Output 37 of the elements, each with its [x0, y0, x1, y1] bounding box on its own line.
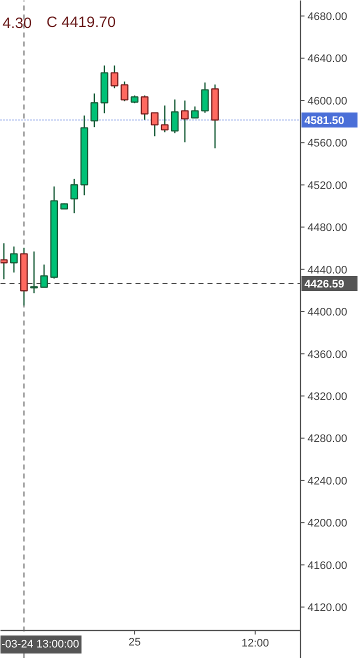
candlestick	[90, 92, 98, 128]
candlestick	[110, 64, 118, 89]
candlestick	[10, 246, 18, 274]
y-tick-label: 4680.00	[308, 11, 348, 24]
candlestick	[120, 80, 128, 102]
y-tick-label: 4600.00	[308, 95, 348, 108]
y-tick-label: 4520.00	[308, 180, 348, 192]
candlestick	[30, 250, 38, 294]
candlestick	[170, 98, 179, 134]
candlestick	[140, 94, 148, 120]
candlestick	[150, 112, 159, 137]
y-tick-label: 4160.00	[308, 560, 348, 572]
y-tick-label: 4400.00	[308, 306, 348, 319]
x-tick-label: 12:00	[241, 638, 270, 650]
y-tick-label: 4480.00	[308, 222, 348, 234]
ref-line-label: 4426.59	[304, 278, 344, 290]
x-tick-label: 25	[128, 636, 141, 648]
y-tick-label: 4320.00	[308, 390, 348, 403]
y-tick-label: 4560.00	[308, 138, 348, 150]
candlestick	[201, 82, 209, 114]
candlestick	[0, 242, 8, 280]
y-tick-label: 4440.00	[308, 264, 348, 276]
candlestick	[191, 106, 199, 119]
y-tick-label: 4640.00	[308, 53, 348, 66]
candlestick	[40, 264, 48, 288]
candlestick	[70, 178, 78, 214]
y-tick-label: 4200.00	[308, 518, 348, 530]
y-tick-label: 4360.00	[308, 348, 348, 361]
candlestick	[160, 104, 169, 133]
annotation: 4.30	[2, 15, 32, 32]
ref-line-label: 4581.50	[304, 114, 344, 127]
y-tick-label: 4120.00	[308, 602, 348, 614]
annotation: C 4419.70	[46, 14, 116, 31]
y-tick-label: 4240.00	[308, 475, 348, 488]
candlestick	[180, 100, 189, 143]
y-tick-label: 4280.00	[308, 433, 348, 446]
ref-line-label: -03-24 13:00:00	[2, 638, 80, 650]
